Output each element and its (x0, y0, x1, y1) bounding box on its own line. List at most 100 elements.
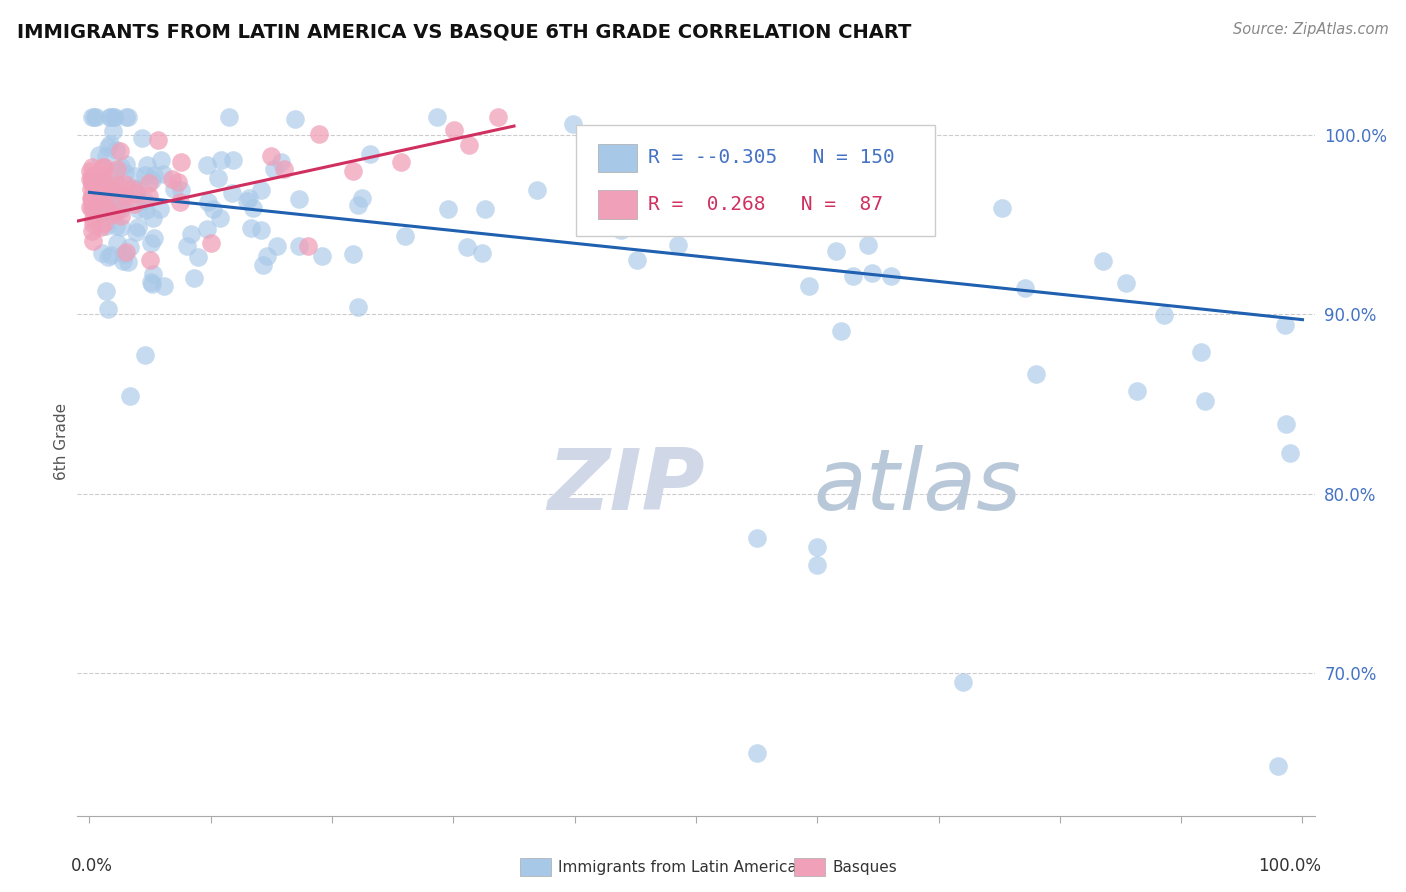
Point (474, 202, 496, 216)
Point (152, 278, 174, 293)
Point (93, 178, 115, 193)
Point (82, 174, 104, 188)
Point (91, 160, 114, 174)
Text: R = --0.305   N = 150: R = --0.305 N = 150 (648, 148, 894, 168)
Point (1125, 384, 1147, 398)
Point (952, 674, 974, 689)
Text: Source: ZipAtlas.com: Source: ZipAtlas.com (1233, 22, 1389, 37)
Point (352, 191, 374, 205)
Point (209, 211, 232, 226)
Point (471, 246, 494, 260)
Point (103, 110, 125, 124)
Point (80, 195, 103, 210)
Point (110, 209, 132, 223)
Point (84, 207, 107, 221)
Point (122, 197, 145, 211)
Point (93, 204, 115, 219)
Point (880, 268, 903, 283)
Point (825, 244, 848, 259)
Point (125, 186, 148, 201)
Point (389, 155, 412, 169)
Point (112, 247, 135, 261)
Point (89, 186, 111, 201)
Point (180, 227, 202, 241)
Point (124, 169, 146, 183)
Point (166, 175, 188, 189)
Point (98, 136, 121, 151)
Point (1189, 344, 1212, 359)
Point (1115, 276, 1137, 290)
Point (80, 191, 103, 205)
Point (91, 172, 114, 186)
Point (79, 164, 101, 178)
Point (266, 239, 288, 253)
Point (806, 558, 828, 573)
Point (183, 270, 205, 285)
Point (342, 247, 364, 261)
Point (79, 182, 101, 196)
Point (394, 229, 416, 244)
Point (87, 176, 110, 190)
Point (96, 206, 118, 220)
Point (252, 258, 274, 272)
Point (991, 201, 1014, 215)
Point (342, 164, 364, 178)
Point (297, 239, 319, 253)
Point (82, 212, 104, 227)
Point (86, 170, 108, 185)
Point (745, 532, 768, 546)
Point (1274, 318, 1296, 333)
Point (84, 187, 107, 202)
Point (238, 191, 260, 205)
Point (256, 249, 278, 263)
Point (134, 348, 156, 362)
Point (98, 182, 121, 196)
Point (270, 154, 292, 169)
Point (118, 240, 141, 254)
Point (176, 239, 198, 253)
Point (80, 170, 103, 185)
Point (84, 190, 107, 204)
Point (138, 189, 160, 203)
Point (82, 201, 104, 215)
Point (273, 162, 295, 177)
Point (308, 127, 330, 141)
Point (131, 131, 153, 145)
Point (202, 202, 225, 216)
Point (82, 197, 104, 211)
Point (103, 110, 125, 124)
Point (101, 206, 124, 220)
Point (200, 235, 222, 250)
Point (83, 189, 105, 203)
Point (146, 133, 169, 147)
Point (347, 198, 370, 212)
Point (91, 245, 114, 260)
Point (108, 144, 131, 158)
Point (1267, 759, 1289, 773)
Point (152, 167, 174, 181)
Point (115, 157, 138, 171)
Point (163, 182, 186, 196)
Point (107, 162, 129, 177)
Point (830, 324, 852, 338)
Point (141, 172, 163, 186)
Point (136, 158, 159, 172)
Point (84, 179, 107, 194)
Point (86, 186, 108, 201)
Point (96, 197, 118, 211)
Point (170, 155, 193, 169)
Point (458, 137, 481, 152)
Point (586, 199, 609, 213)
Point (142, 268, 165, 282)
Point (82, 191, 104, 205)
Point (115, 110, 138, 124)
Point (141, 277, 163, 291)
Point (218, 110, 240, 124)
Point (80, 224, 103, 238)
Point (209, 153, 232, 167)
Point (1092, 254, 1115, 268)
Point (80, 202, 103, 217)
Point (80, 191, 103, 205)
Point (110, 202, 132, 216)
Point (105, 194, 128, 208)
